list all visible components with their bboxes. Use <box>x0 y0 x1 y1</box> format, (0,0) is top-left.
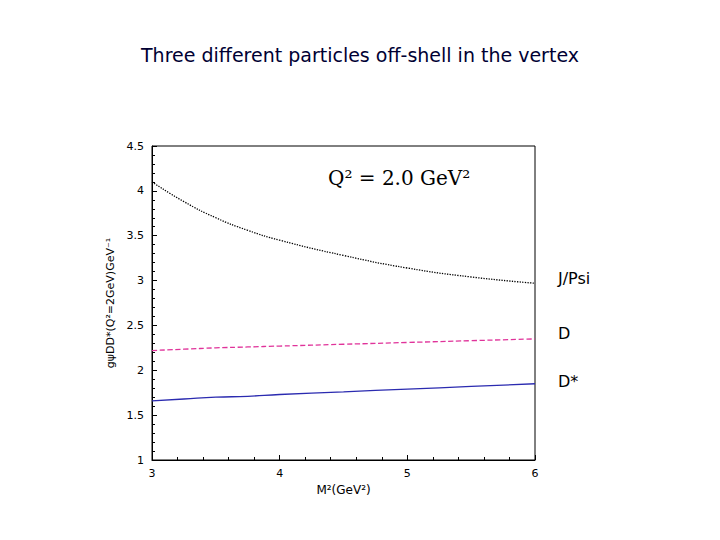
svg-text:3.5: 3.5 <box>127 229 145 242</box>
svg-text:D: D <box>558 324 570 343</box>
svg-text:2.5: 2.5 <box>127 319 145 332</box>
svg-text:4.5: 4.5 <box>127 140 145 153</box>
svg-text:1.5: 1.5 <box>127 409 145 422</box>
svg-text:J/Psi: J/Psi <box>557 269 590 288</box>
svg-text:Three different particles off-: Three different particles off-shell in t… <box>140 44 579 66</box>
svg-text:1: 1 <box>137 454 144 467</box>
svg-text:3: 3 <box>149 467 156 480</box>
svg-text:4: 4 <box>137 184 144 197</box>
svg-text:M²(GeV²): M²(GeV²) <box>316 483 370 497</box>
svg-text:6: 6 <box>532 467 539 480</box>
svg-text:4: 4 <box>276 467 283 480</box>
svg-text:2: 2 <box>137 364 144 377</box>
svg-text:3: 3 <box>137 274 144 287</box>
svg-text:D*: D* <box>558 372 578 391</box>
svg-text:Q² = 2.0 GeV²: Q² = 2.0 GeV² <box>328 166 470 190</box>
svg-text:gψDD*(Q²=2GeV)GeV⁻¹: gψDD*(Q²=2GeV)GeV⁻¹ <box>104 238 117 368</box>
svg-text:5: 5 <box>404 467 411 480</box>
